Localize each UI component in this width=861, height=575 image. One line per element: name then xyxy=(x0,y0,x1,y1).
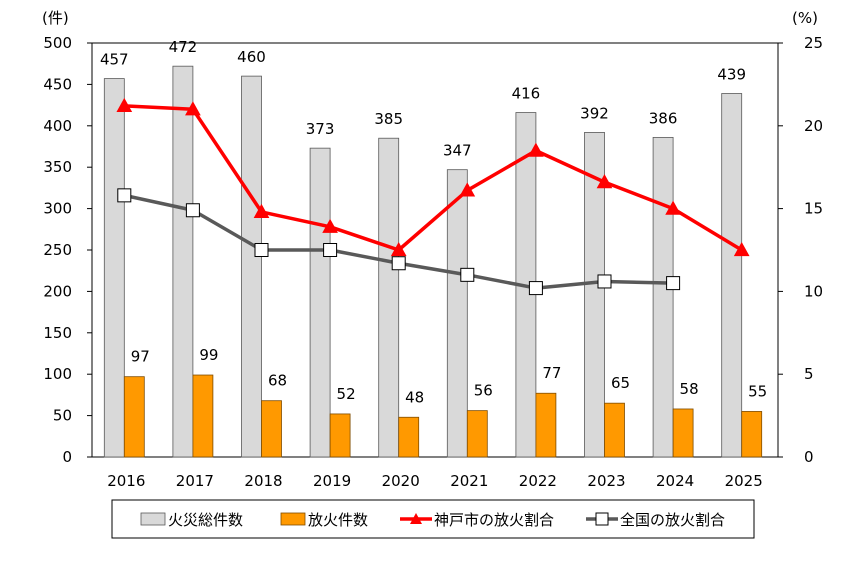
left-tick-label: 400 xyxy=(43,117,72,135)
kobe-arson-ratio-point xyxy=(185,101,201,116)
left-tick-label: 100 xyxy=(43,365,72,383)
bar-total-fires xyxy=(241,75,262,458)
legend-label-arson: 放火件数 xyxy=(308,511,368,529)
left-tick-label: 250 xyxy=(43,241,72,259)
data-label-total-fires: 439 xyxy=(717,66,746,84)
left-axis-unit: (件) xyxy=(42,9,69,27)
legend-box xyxy=(111,499,755,539)
left-tick-label: 150 xyxy=(43,324,72,342)
right-tick-label: 20 xyxy=(804,117,823,135)
bar-total-fires xyxy=(652,136,674,458)
bar-total-fires xyxy=(584,132,605,458)
right-axis-unit: (%) xyxy=(792,9,818,27)
national-arson-ratio-point xyxy=(185,203,200,218)
right-tick-label: 10 xyxy=(804,282,823,300)
right-tick-label: 0 xyxy=(804,448,814,466)
bar-arson xyxy=(672,408,694,458)
national-arson-ratio-point xyxy=(391,256,406,271)
data-label-arson: 77 xyxy=(542,364,561,382)
x-tick-label: 2024 xyxy=(656,472,694,490)
bar-arson xyxy=(741,411,763,458)
data-label-total-fires: 392 xyxy=(580,104,609,122)
data-label-arson: 97 xyxy=(131,348,150,366)
legend-swatch-arson xyxy=(280,512,306,526)
kobe-arson-ratio-point xyxy=(665,200,681,215)
x-tick-label: 2025 xyxy=(725,472,763,490)
bar-total-fires xyxy=(309,147,331,458)
kobe-arson-ratio-line xyxy=(124,104,743,252)
right-tick-label: 15 xyxy=(804,200,823,218)
left-tick-label: 450 xyxy=(43,75,72,93)
bar-arson xyxy=(123,376,145,458)
data-label-arson: 65 xyxy=(611,374,630,392)
left-tick-label: 350 xyxy=(43,158,72,176)
x-tick-label: 2017 xyxy=(176,472,214,490)
data-label-arson: 48 xyxy=(405,388,424,406)
x-tick-label: 2020 xyxy=(382,472,420,490)
left-tick-label: 0 xyxy=(62,448,72,466)
bar-total-fires xyxy=(172,65,194,458)
left-tick-label: 200 xyxy=(43,282,72,300)
bar-arson xyxy=(466,410,488,458)
data-label-total-fires: 347 xyxy=(443,142,472,160)
national-arson-ratio-point xyxy=(597,274,612,289)
bar-arson xyxy=(329,413,351,458)
data-label-total-fires: 472 xyxy=(169,38,198,56)
legend-label-kobe-ratio: 神戸市の放火割合 xyxy=(434,511,554,529)
data-label-total-fires: 457 xyxy=(100,51,129,69)
kobe-arson-ratio-point xyxy=(390,241,407,257)
x-tick-label: 2019 xyxy=(313,472,351,490)
kobe-arson-ratio-point xyxy=(528,142,544,157)
legend-label-total-fires: 火災総件数 xyxy=(168,511,243,529)
x-tick-label: 2018 xyxy=(244,472,282,490)
legend-swatch-national-marker xyxy=(595,512,609,526)
national-arson-ratio-point xyxy=(666,276,681,291)
kobe-arson-ratio-point xyxy=(459,182,476,197)
right-tick-label: 25 xyxy=(804,34,823,52)
national-arson-ratio-point xyxy=(528,281,543,296)
national-arson-ratio-point xyxy=(254,243,269,257)
national-arson-ratio-point xyxy=(323,243,338,257)
left-tick-label: 50 xyxy=(53,407,72,425)
data-label-total-fires: 373 xyxy=(306,120,335,138)
left-tick-label: 300 xyxy=(43,200,72,218)
bar-arson xyxy=(604,402,625,458)
kobe-arson-ratio-point xyxy=(116,97,133,113)
kobe-arson-ratio-point xyxy=(322,218,338,233)
x-tick-label: 2022 xyxy=(519,472,557,490)
kobe-arson-ratio-point xyxy=(253,203,270,219)
bar-total-fires xyxy=(721,93,743,458)
data-label-arson: 55 xyxy=(748,382,767,400)
bar-arson xyxy=(535,392,557,458)
bar-total-fires xyxy=(446,169,468,458)
national-arson-ratio-point xyxy=(117,188,132,203)
legend-swatch-kobe-marker xyxy=(410,513,422,524)
bar-arson xyxy=(398,416,420,458)
x-tick-label: 2021 xyxy=(450,472,488,490)
data-label-arson: 58 xyxy=(680,380,699,398)
kobe-arson-ratio-point xyxy=(596,174,613,189)
left-tick-label: 500 xyxy=(43,34,72,52)
data-label-arson: 56 xyxy=(474,382,493,400)
data-label-arson: 99 xyxy=(199,346,218,364)
legend-swatch-total-fires xyxy=(140,512,166,526)
data-label-total-fires: 460 xyxy=(237,48,266,66)
bar-total-fires xyxy=(378,137,400,458)
data-label-arson: 68 xyxy=(268,372,287,390)
data-label-arson: 52 xyxy=(337,385,356,403)
x-tick-label: 2023 xyxy=(587,472,625,490)
national-arson-ratio-point xyxy=(460,267,475,282)
legend-label-national-ratio: 全国の放火割合 xyxy=(620,511,725,529)
bar-arson xyxy=(261,400,282,458)
x-tick-label: 2016 xyxy=(107,472,145,490)
kobe-arson-ratio-point xyxy=(733,241,750,257)
data-label-total-fires: 386 xyxy=(649,109,678,127)
bar-total-fires xyxy=(103,78,125,458)
right-tick-label: 5 xyxy=(804,365,814,383)
data-label-total-fires: 416 xyxy=(512,85,541,103)
bar-arson xyxy=(192,374,214,458)
data-label-total-fires: 385 xyxy=(374,110,403,128)
